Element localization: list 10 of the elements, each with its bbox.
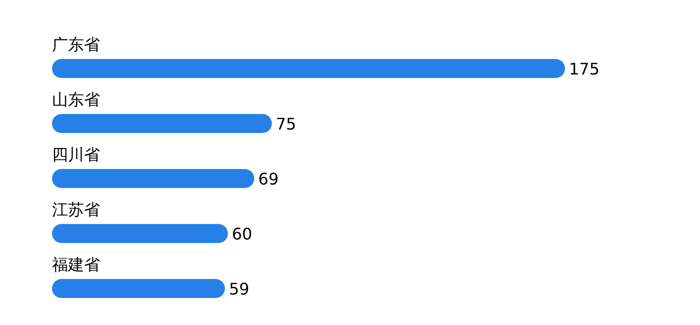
category-label: 福建省: [52, 255, 100, 274]
data-label: 69: [258, 170, 279, 188]
category-label: 广东省: [52, 35, 100, 54]
category-label: 江苏省: [52, 200, 100, 219]
data-label: 59: [228, 280, 250, 298]
category-label: 山东省: [52, 90, 100, 109]
data-label: 75: [276, 114, 296, 134]
data-label: 175: [569, 60, 600, 78]
category-label: 四川省: [52, 145, 100, 164]
data-label: 60: [232, 224, 252, 244]
